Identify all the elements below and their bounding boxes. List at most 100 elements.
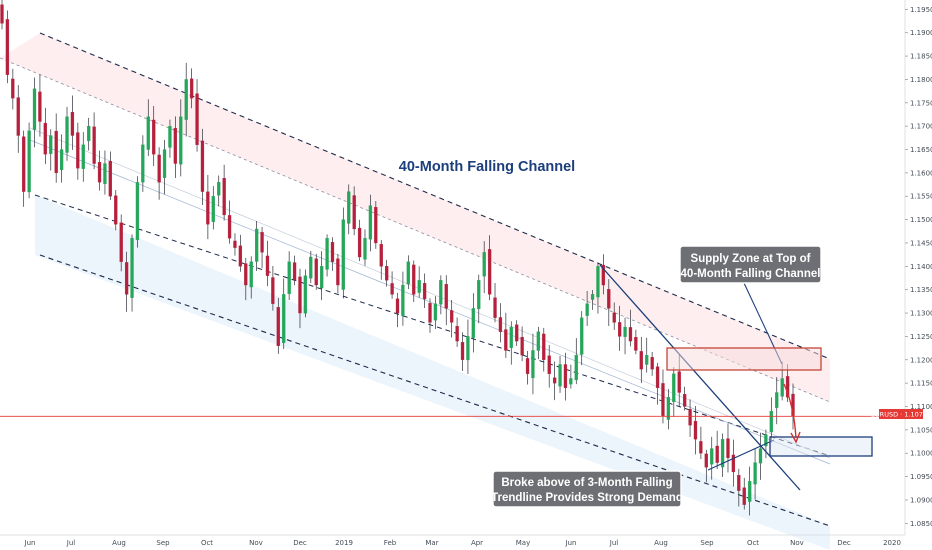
candle <box>325 234 329 277</box>
candle <box>49 129 53 171</box>
candle <box>309 250 313 284</box>
supply-zone-callout: Supply Zone at Top of 40-Month Falling C… <box>679 245 822 284</box>
candle <box>487 235 492 301</box>
candle <box>16 85 20 153</box>
candle <box>720 433 725 477</box>
demand-callout-line-1: Broke above of 3-Month Falling <box>501 477 672 489</box>
candle <box>276 297 280 354</box>
candle <box>298 268 302 329</box>
callout-pointer-demand <box>707 439 775 471</box>
candle <box>249 256 253 299</box>
candle <box>482 241 486 294</box>
candle <box>385 259 389 287</box>
candle <box>195 79 199 152</box>
candle <box>119 214 123 272</box>
candle <box>699 426 703 459</box>
candle <box>444 275 448 326</box>
supply-callout-line-2: 40-Month Falling Channel <box>681 268 821 280</box>
candle <box>477 274 481 324</box>
candle <box>726 423 730 473</box>
x-tick-label: Sep <box>156 539 170 547</box>
candle <box>81 132 85 182</box>
demand-callout: Broke above of 3-Month Falling Trendline… <box>491 470 683 508</box>
x-tick-label: Jun <box>24 539 36 547</box>
y-tick-label: 1.09500 <box>910 473 932 481</box>
candle <box>254 220 259 271</box>
candle <box>357 219 362 262</box>
candle <box>504 312 508 358</box>
candle <box>368 194 373 252</box>
candle <box>693 405 698 455</box>
candlesticks <box>0 0 795 516</box>
candle <box>558 355 562 393</box>
candle <box>623 317 627 355</box>
y-tick-label: 1.10000 <box>910 450 932 458</box>
candle <box>433 296 438 329</box>
y-tick-label: 1.12500 <box>910 333 932 341</box>
candle <box>352 186 356 236</box>
candle <box>769 397 773 443</box>
y-tick-label: 1.13500 <box>910 286 932 294</box>
candle <box>227 200 232 244</box>
candle <box>395 292 400 328</box>
candle <box>179 99 183 177</box>
y-tick-label: 1.11000 <box>910 403 932 411</box>
candle <box>54 113 58 183</box>
x-tick-label: May <box>516 539 530 547</box>
candle <box>585 290 589 326</box>
channel-upper-line <box>39 32 831 360</box>
lower-channel-band <box>35 195 830 550</box>
candle <box>217 175 221 207</box>
candle <box>233 233 237 256</box>
candle <box>336 253 340 294</box>
candle <box>238 234 243 272</box>
y-tick-label: 1.15500 <box>910 193 932 201</box>
down-arrow-head <box>790 431 801 444</box>
candle <box>70 95 75 150</box>
candle <box>152 106 156 167</box>
demand-callout-line-2: Trendline Provides Strong Demand <box>491 492 683 504</box>
candle <box>406 255 410 290</box>
candle <box>612 302 616 330</box>
candle <box>173 116 178 179</box>
candle <box>0 0 4 30</box>
candle <box>412 260 416 302</box>
x-tick-label: Aug <box>654 539 668 547</box>
candle <box>569 364 573 389</box>
candle <box>417 266 421 298</box>
candle <box>525 350 530 385</box>
x-tick-label: Oct <box>201 539 213 547</box>
candle <box>547 345 551 388</box>
x-tick-label: Feb <box>384 539 397 547</box>
price-badge-label: EURUSD · 1.10790 <box>871 411 931 419</box>
candle <box>493 283 497 323</box>
x-tick-label: Nov <box>790 539 804 547</box>
x-tick-label: Dec <box>837 539 851 547</box>
candle <box>731 439 736 487</box>
falling-trendline <box>599 264 801 491</box>
overlays <box>0 264 879 491</box>
x-tick-label: Aug <box>112 539 126 547</box>
candle <box>157 147 161 200</box>
upper-channel-band <box>0 33 830 402</box>
candle <box>11 68 15 110</box>
candle <box>32 77 37 148</box>
x-tick-label: Oct <box>747 539 759 547</box>
candle <box>661 369 665 424</box>
y-tick-label: 1.18500 <box>910 53 932 61</box>
candle <box>401 271 405 326</box>
candle <box>282 278 286 350</box>
candle <box>341 207 345 299</box>
candle <box>38 74 42 137</box>
candle <box>471 293 475 353</box>
candle <box>211 186 215 230</box>
candle <box>428 298 432 333</box>
candle <box>737 468 741 507</box>
y-tick-label: 1.19500 <box>910 6 932 14</box>
candle <box>580 311 584 366</box>
candle <box>758 432 763 480</box>
y-tick-label: 1.16000 <box>910 169 932 177</box>
candle <box>244 257 248 301</box>
x-axis: Jun Jul Aug Sep Oct Nov Dec 2019 Feb Mar Apr May Jun… <box>0 534 905 547</box>
